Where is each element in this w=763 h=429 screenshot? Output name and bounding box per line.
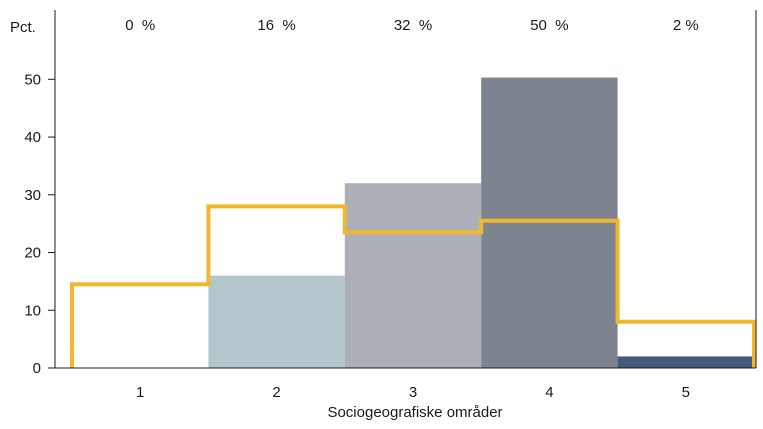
x-axis-label: Sociogeografiske områder: [327, 404, 502, 421]
top-percent-label-1: 0 %: [125, 17, 155, 34]
y-tick-label-50: 50: [24, 71, 41, 88]
step-line: [70, 204, 756, 368]
bar-5: [617, 356, 754, 368]
axes-layer: Pct. Sociogeografiske områder: [10, 10, 757, 421]
top-percent-label-2: 16 %: [257, 17, 295, 34]
y-tick-label-30: 30: [24, 187, 41, 204]
x-tick-label-5: 5: [682, 384, 690, 401]
y-axis-label: Pct.: [10, 19, 36, 36]
bar-2: [208, 275, 345, 368]
bar-3: [344, 183, 482, 368]
step-line-layer: [70, 204, 756, 368]
x-tick-label-2: 2: [272, 384, 280, 401]
ticks-layer: 0 10 20 30 40 50 1 0 % 2 16 % 3 32 % 4 50 % 5 2 %: [24, 17, 698, 401]
bars-layer: [208, 77, 754, 368]
x-tick-label-1: 1: [136, 384, 144, 401]
bar-4: [481, 77, 618, 368]
x-tick-label-4: 4: [545, 384, 553, 401]
y-tick-label-20: 20: [24, 245, 41, 262]
top-percent-label-3: 32 %: [394, 17, 432, 34]
x-tick-label-3: 3: [409, 384, 417, 401]
top-percent-label-4: 50 %: [530, 17, 568, 34]
y-tick-label-0: 0: [33, 360, 41, 377]
y-tick-label-40: 40: [24, 129, 41, 146]
y-tick-label-10: 10: [24, 302, 41, 319]
top-percent-label-5: 2 %: [673, 17, 699, 34]
